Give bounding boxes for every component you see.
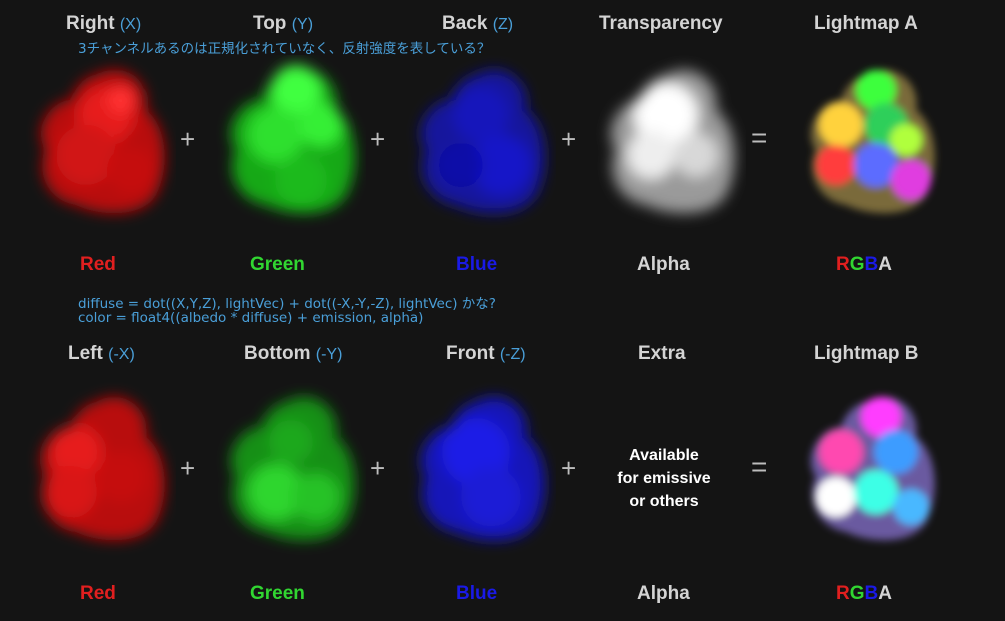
header-top: Top (Y) — [253, 13, 313, 35]
plus-sign: + — [561, 453, 577, 483]
header-back: Back (Z) — [442, 13, 513, 35]
rgba-r: R — [836, 583, 850, 604]
extra-line: for emissive — [617, 470, 711, 487]
extra-line: or others — [629, 493, 699, 510]
rgba-g: G — [849, 254, 865, 275]
cloud-red-right — [40, 69, 165, 214]
plus-sign: + — [180, 124, 196, 154]
rgba-b: B — [864, 583, 879, 604]
header-front-label: Front — [446, 343, 495, 364]
channel-label-alpha: Alpha — [637, 254, 690, 275]
note-top: 3チャンネルあるのは正規化されていなく、反射強度を表している？ — [78, 41, 491, 57]
rgba-b: B — [864, 254, 879, 275]
rgba-a: A — [878, 254, 892, 275]
cloud-green-bottom — [230, 396, 355, 541]
channel-label-red: Red — [80, 583, 116, 604]
cloud-red-left — [40, 396, 165, 541]
rgba-label: RGBA — [836, 583, 892, 605]
header-left-axis: (-X) — [108, 346, 135, 363]
header-front: Front (-Z) — [446, 343, 526, 365]
extra-line: Available — [629, 447, 699, 464]
header-top-label: Top — [253, 13, 287, 34]
channel-label-blue: Blue — [456, 254, 498, 275]
header-transparency-label: Transparency — [599, 13, 723, 34]
cloud-blue-back — [420, 69, 545, 214]
header-transparency: Transparency — [599, 13, 723, 35]
cloud-blue-front — [420, 396, 545, 541]
header-lightmap-a-label: Lightmap A — [814, 13, 918, 34]
note-formula-diffuse: diffuse = dot((X,Y,Z), lightVec) + dot((… — [78, 296, 496, 312]
header-top-axis: (Y) — [291, 16, 314, 33]
header-front-axis: (-Z) — [499, 346, 526, 363]
header-bottom: Bottom (-Y) — [244, 343, 342, 365]
channel-label-blue: Blue — [456, 583, 498, 604]
channel-label-green: Green — [250, 583, 305, 604]
rgba-label: RGBA — [836, 254, 892, 276]
equals-sign: = — [751, 451, 768, 482]
header-lightmap-b-label: Lightmap B — [814, 343, 919, 364]
header-right: Right (X) — [66, 13, 141, 35]
channel-label-green: Green — [250, 254, 305, 275]
cloud-lightmap-a — [810, 69, 935, 214]
extra-description: Available for emissive or others — [596, 444, 732, 513]
plus-sign: + — [561, 124, 577, 154]
header-back-axis: (Z) — [492, 16, 514, 33]
header-left: Left (-X) — [68, 343, 135, 365]
header-bottom-axis: (-Y) — [315, 346, 343, 363]
header-lightmap-b: Lightmap B — [814, 343, 919, 365]
equals-sign: = — [751, 122, 768, 153]
header-extra-label: Extra — [638, 343, 686, 364]
cloud-lightmap-b — [810, 396, 935, 541]
header-left-label: Left — [68, 343, 103, 364]
note-formula-color: color = float4((albedo * diffuse) + emis… — [78, 310, 424, 326]
plus-sign: + — [370, 453, 386, 483]
header-right-label: Right — [66, 13, 115, 34]
rgba-r: R — [836, 254, 850, 275]
channel-label-alpha: Alpha — [637, 583, 690, 604]
rgba-a: A — [878, 583, 892, 604]
plus-sign: + — [180, 453, 196, 483]
header-bottom-label: Bottom — [244, 343, 311, 364]
header-right-axis: (X) — [119, 16, 142, 33]
channel-label-red: Red — [80, 254, 116, 275]
header-extra: Extra — [638, 343, 686, 365]
header-back-label: Back — [442, 13, 488, 34]
rgba-g: G — [849, 583, 865, 604]
cloud-white-transparency — [610, 69, 735, 214]
header-lightmap-a: Lightmap A — [814, 13, 918, 35]
plus-sign: + — [370, 124, 386, 154]
cloud-green-top — [230, 65, 355, 214]
